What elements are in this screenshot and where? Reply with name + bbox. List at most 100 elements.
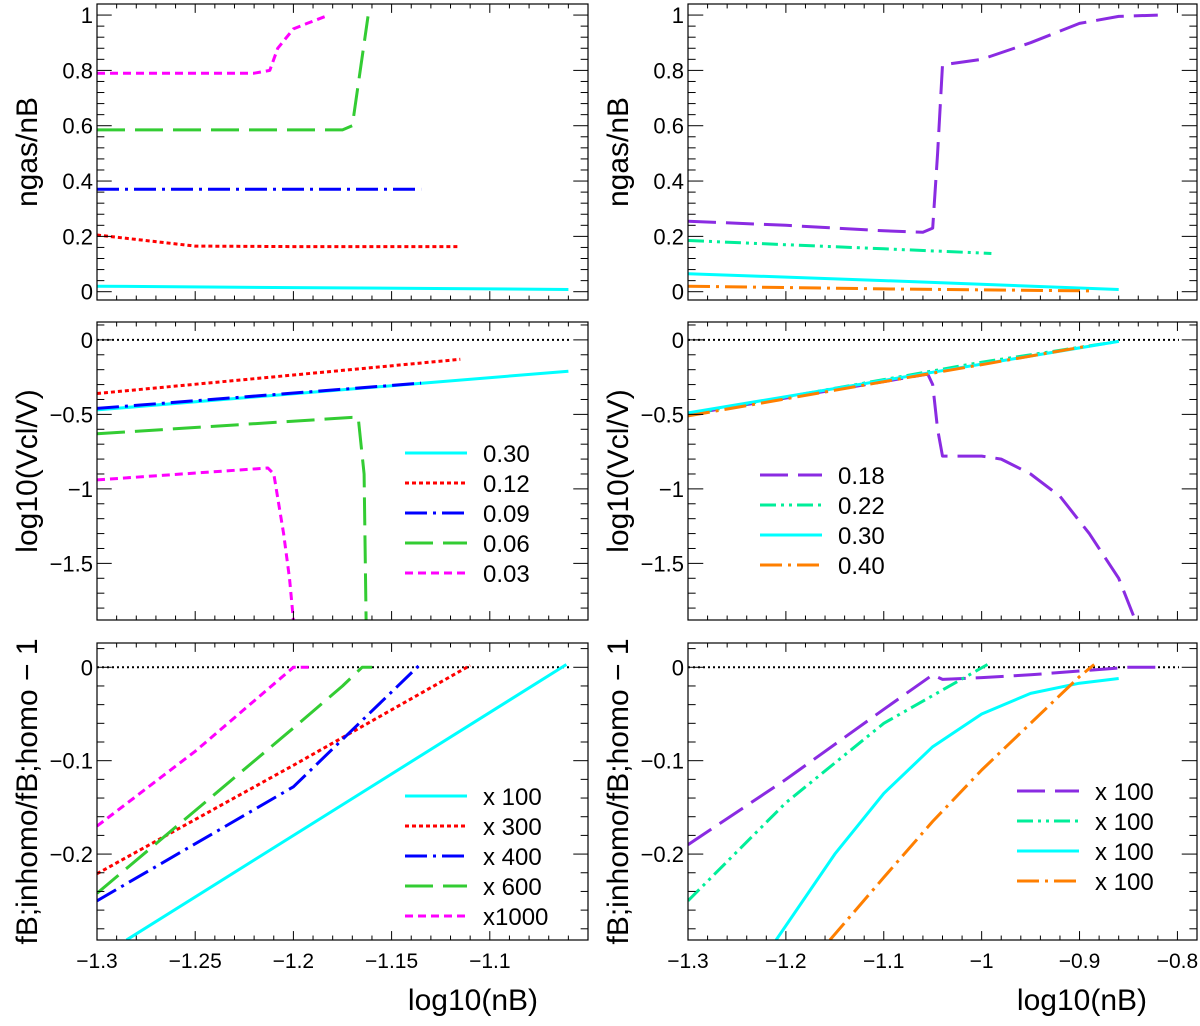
legend: 0.18 0.22 0.30 0.40 bbox=[760, 463, 885, 580]
xtick-label: −1 bbox=[970, 950, 994, 973]
ytick-label: 0 bbox=[81, 328, 93, 353]
series-line-1 bbox=[97, 357, 461, 395]
panel-frame bbox=[687, 321, 1198, 621]
series-line-3 bbox=[688, 344, 1090, 418]
panel-frame bbox=[96, 3, 589, 301]
ytick-label: −1 bbox=[68, 477, 93, 502]
panel-left-top: 0 0.2 0.4 0.6 0.8 1 ngas/nB bbox=[11, 3, 589, 305]
panel-left-bot: 0 −0.1 −0.2 −1.3 −1.25 −1.2 −1.15 −1.1 fB;inhomo… bbox=[11, 638, 589, 1017]
xtick-label: −1.3 bbox=[76, 950, 117, 973]
ytick-label: 0.2 bbox=[653, 224, 684, 249]
series-line-2 bbox=[97, 664, 421, 903]
ytick-label: 0 bbox=[81, 280, 93, 305]
legend-label: 0.12 bbox=[483, 471, 530, 498]
series-line-3 bbox=[97, 665, 372, 895]
legend-label: 0.40 bbox=[838, 553, 885, 580]
xtick-label: −1.3 bbox=[667, 950, 708, 973]
y-axis-label: log10(Vcl/V) bbox=[602, 389, 635, 552]
ytick-label: −1.5 bbox=[641, 551, 684, 576]
legend: x 100 x 100 x 100 x 100 bbox=[1017, 779, 1154, 896]
ytick-label: 0.8 bbox=[62, 58, 93, 83]
legend-label: 0.09 bbox=[483, 501, 530, 528]
legend-label: x1000 bbox=[483, 904, 548, 931]
legend-label: 0.03 bbox=[483, 561, 530, 588]
legend-label: x 100 bbox=[483, 784, 542, 811]
series-line-0 bbox=[688, 13, 1158, 234]
series-line-0 bbox=[688, 372, 1135, 617]
ytick-label: 0.6 bbox=[62, 114, 93, 139]
legend-label: x 100 bbox=[1095, 839, 1154, 866]
ytick-label: 0.4 bbox=[653, 169, 684, 194]
series-line-2 bbox=[688, 272, 1119, 291]
legend: x 100 x 300 x 400 x 600 x1000 bbox=[405, 784, 548, 931]
legend: 0.30 0.12 0.09 0.06 0.03 bbox=[405, 441, 530, 588]
ytick-label: −0.5 bbox=[50, 402, 93, 427]
ytick-label: 0 bbox=[672, 280, 684, 305]
panel-frame bbox=[96, 321, 589, 621]
ytick-label: −0.5 bbox=[641, 402, 684, 427]
panel-right-top: 0 0.2 0.4 0.6 0.8 1 ngas/nB bbox=[602, 3, 1198, 305]
xtick-label: −1.1 bbox=[469, 950, 510, 973]
ytick-label: 0.2 bbox=[62, 224, 93, 249]
panel-frame bbox=[96, 642, 589, 941]
ytick-label: −1.5 bbox=[50, 551, 93, 576]
ytick-label: 0 bbox=[672, 655, 684, 680]
legend-label: 0.06 bbox=[483, 531, 530, 558]
xtick-label: −0.8 bbox=[1157, 950, 1198, 973]
ytick-label: 1 bbox=[672, 3, 684, 28]
ytick-label: 0.6 bbox=[653, 114, 684, 139]
ytick-label: −0.2 bbox=[50, 842, 93, 867]
legend-label: x 100 bbox=[1095, 809, 1154, 836]
series-line-1 bbox=[688, 339, 1119, 416]
series-line-1 bbox=[688, 663, 989, 902]
panel-frame bbox=[687, 3, 1198, 301]
series-line-4 bbox=[97, 13, 330, 75]
legend-label: 0.22 bbox=[838, 493, 885, 520]
legend-label: x 100 bbox=[1095, 869, 1154, 896]
xtick-label: −1.1 bbox=[863, 950, 904, 973]
series-line-2 bbox=[688, 339, 1119, 415]
series-line-2 bbox=[97, 381, 422, 410]
legend-label: 0.18 bbox=[838, 463, 885, 490]
series-line-0 bbox=[97, 284, 569, 291]
legend-label: x 400 bbox=[483, 844, 542, 871]
xtick-label: −1.15 bbox=[365, 950, 418, 973]
series-line-3 bbox=[688, 284, 1090, 293]
series-line-2 bbox=[774, 677, 1119, 940]
xtick-label: −1.2 bbox=[765, 950, 806, 973]
y-axis-label: ngas/nB bbox=[602, 97, 635, 207]
y-axis-label: fB;inhomo/fB;homo − 1 bbox=[602, 638, 635, 944]
ytick-label: −0.2 bbox=[641, 842, 684, 867]
legend-label: 0.30 bbox=[838, 523, 885, 550]
y-axis-label: ngas/nB bbox=[11, 97, 44, 207]
ytick-label: −0.1 bbox=[50, 749, 93, 774]
series-line-4 bbox=[97, 466, 295, 620]
ytick-label: −1 bbox=[659, 477, 684, 502]
x-axis-label: log10(nB) bbox=[1017, 984, 1147, 1017]
y-axis-label: fB;inhomo/fB;homo − 1 bbox=[11, 638, 44, 944]
legend-label: x 100 bbox=[1095, 779, 1154, 806]
ytick-label: 0 bbox=[81, 655, 93, 680]
legend-label: x 300 bbox=[483, 814, 542, 841]
series-line-3 bbox=[828, 663, 1096, 940]
series-line-1 bbox=[688, 239, 992, 255]
ytick-label: 0.8 bbox=[653, 58, 684, 83]
legend-label: 0.30 bbox=[483, 441, 530, 468]
ytick-label: 0 bbox=[672, 328, 684, 353]
series-line-3 bbox=[97, 415, 368, 620]
y-axis-label: log10(Vcl/V) bbox=[11, 389, 44, 552]
ytick-label: −0.1 bbox=[641, 749, 684, 774]
series-line-3 bbox=[97, 16, 370, 132]
series-line-1 bbox=[97, 233, 461, 249]
legend-label: x 600 bbox=[483, 874, 542, 901]
ytick-label: 1 bbox=[81, 3, 93, 28]
series-line-1 bbox=[97, 664, 471, 876]
x-axis-label: log10(nB) bbox=[408, 984, 538, 1017]
xtick-label: −1.25 bbox=[169, 950, 222, 973]
series-line-4 bbox=[97, 665, 313, 828]
panel-right-bot: 0 −0.1 −0.2 −1.3 −1.2 −1.1 −1 −0.9 −0.8 fB;inhomo… bbox=[602, 638, 1198, 1017]
xtick-label: −0.9 bbox=[1059, 950, 1100, 973]
